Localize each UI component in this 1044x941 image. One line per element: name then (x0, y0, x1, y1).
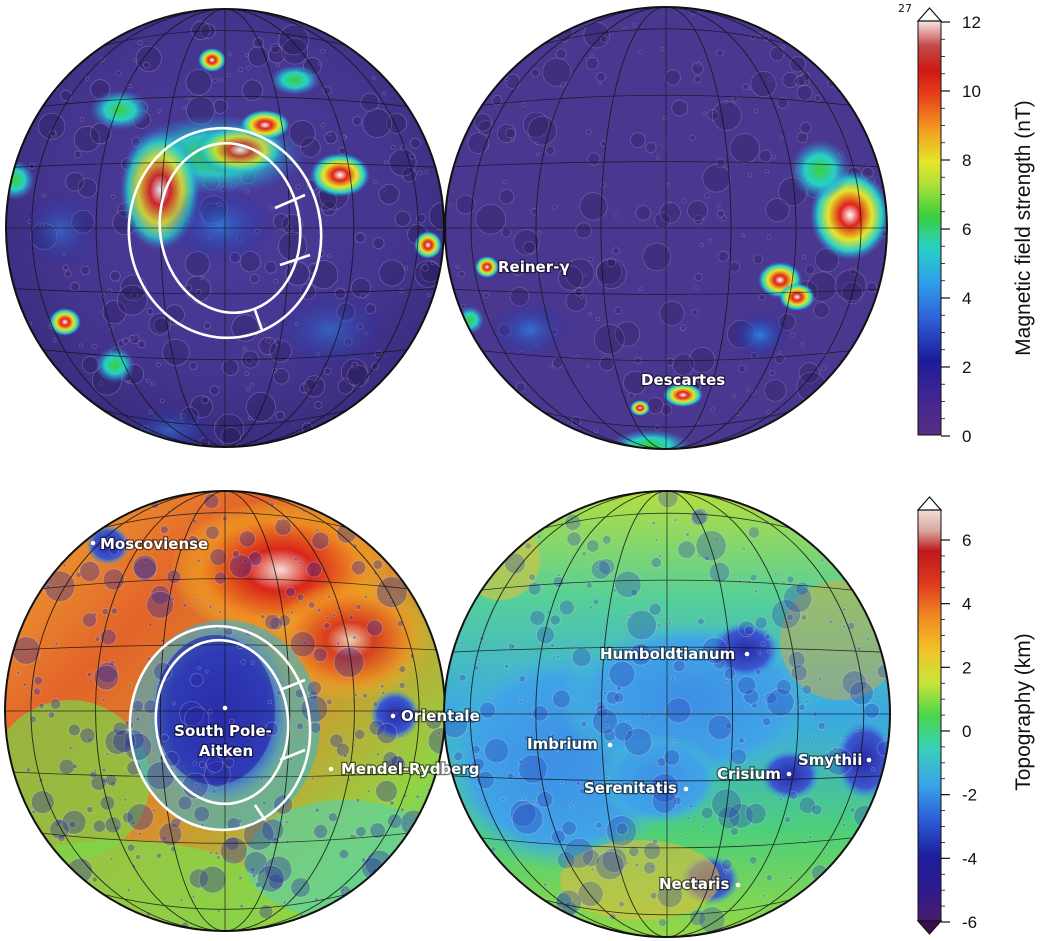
marker-nectaris (735, 882, 741, 888)
colorbar-max-arrow (916, 496, 943, 511)
colorbar-tick-label: 4 (962, 289, 971, 308)
label-imbrium: Imbrium (527, 735, 598, 753)
topography-feature-labels: Moscoviense South Pole- Aitken Orientale… (90, 534, 872, 894)
colorbar-title: Magnetic field strength (nT) (1012, 100, 1035, 356)
colorbar-min-arrow (916, 920, 943, 935)
label-south-pole-aitken-line2: Aitken (199, 742, 253, 760)
magnetic-feature-labels: Reiner-γ Descartes (497, 257, 727, 391)
colorbar-ticks: 0 2 4 6 8 10 12 (941, 13, 981, 446)
colorbar-max-note: 27 (898, 2, 912, 15)
colorbar-tick-label: 2 (962, 658, 971, 677)
label-humboldtianum: Humboldtianum (600, 645, 735, 663)
marker-orientale (390, 713, 396, 719)
marker-south-pole-aitken (222, 705, 228, 711)
colorbar-tick-label: 4 (962, 595, 971, 614)
colorbar-tick-label: 0 (962, 722, 971, 741)
label-nectaris: Nectaris (659, 875, 729, 893)
colorbar-tick-label: 2 (962, 358, 971, 377)
colorbar-tick-label: -2 (962, 786, 977, 805)
label-south-pole-aitken-line1: South Pole- (174, 722, 272, 740)
label-crisium: Crisium (717, 765, 781, 783)
colorbar-ticks: -6 -4 -2 0 2 4 6 (941, 531, 977, 932)
label-descartes: Descartes (641, 371, 725, 389)
graticule (445, 7, 887, 449)
graticule (5, 491, 445, 931)
marker-crisium (786, 771, 792, 777)
south-pole-aitken-rings (128, 624, 312, 832)
magnetic-colorbar: 0 2 4 6 8 10 12 27 Magnetic field strength (nT… (898, 2, 1035, 446)
colorbar-fill (917, 20, 942, 436)
hemisphere-outline (443, 490, 891, 938)
hemisphere-outline (444, 6, 888, 450)
colorbar-tick-label: 6 (962, 220, 971, 239)
topography-colorbar: -6 -4 -2 0 2 4 6 Topography (km) (916, 496, 1035, 935)
marker-mendel-rydberg (328, 766, 334, 772)
colorbar-title: Topography (km) (1012, 633, 1035, 791)
graticule (444, 491, 890, 937)
label-moscoviense: Moscoviense (100, 535, 208, 553)
colorbar-max-arrow (916, 7, 943, 22)
label-smythii: Smythii (798, 751, 862, 769)
colorbar-fill (917, 509, 942, 922)
colorbar-tick-label: 0 (962, 427, 971, 446)
colorbar-tick-label: -4 (962, 849, 977, 868)
marker-humboldtianum (744, 651, 750, 657)
topography-far-side-hemisphere (4, 490, 446, 932)
colorbar-tick-label: 12 (962, 13, 981, 32)
colorbar-tick-label: 8 (962, 151, 971, 170)
magnetic-far-side-hemisphere (5, 8, 445, 448)
colorbar-tick-label: 6 (962, 531, 971, 550)
topography-near-side-hemisphere (443, 490, 891, 938)
label-serenitatis: Serenitatis (584, 779, 677, 797)
marker-imbrium (607, 742, 613, 748)
marker-smythii (866, 757, 872, 763)
label-reiner-gamma: Reiner-γ (498, 258, 570, 276)
graticule (6, 9, 444, 447)
marker-moscoviense (90, 540, 96, 546)
label-mendel-rydberg: Mendel-Rydberg (341, 760, 480, 778)
label-orientale: Orientale (401, 707, 480, 725)
colorbar-tick-label: 10 (962, 82, 981, 101)
magnetic-near-side-hemisphere (444, 6, 888, 450)
marker-serenitatis (683, 786, 689, 792)
south-pole-aitken-rings (127, 126, 323, 340)
colorbar-tick-label: -6 (962, 913, 977, 932)
